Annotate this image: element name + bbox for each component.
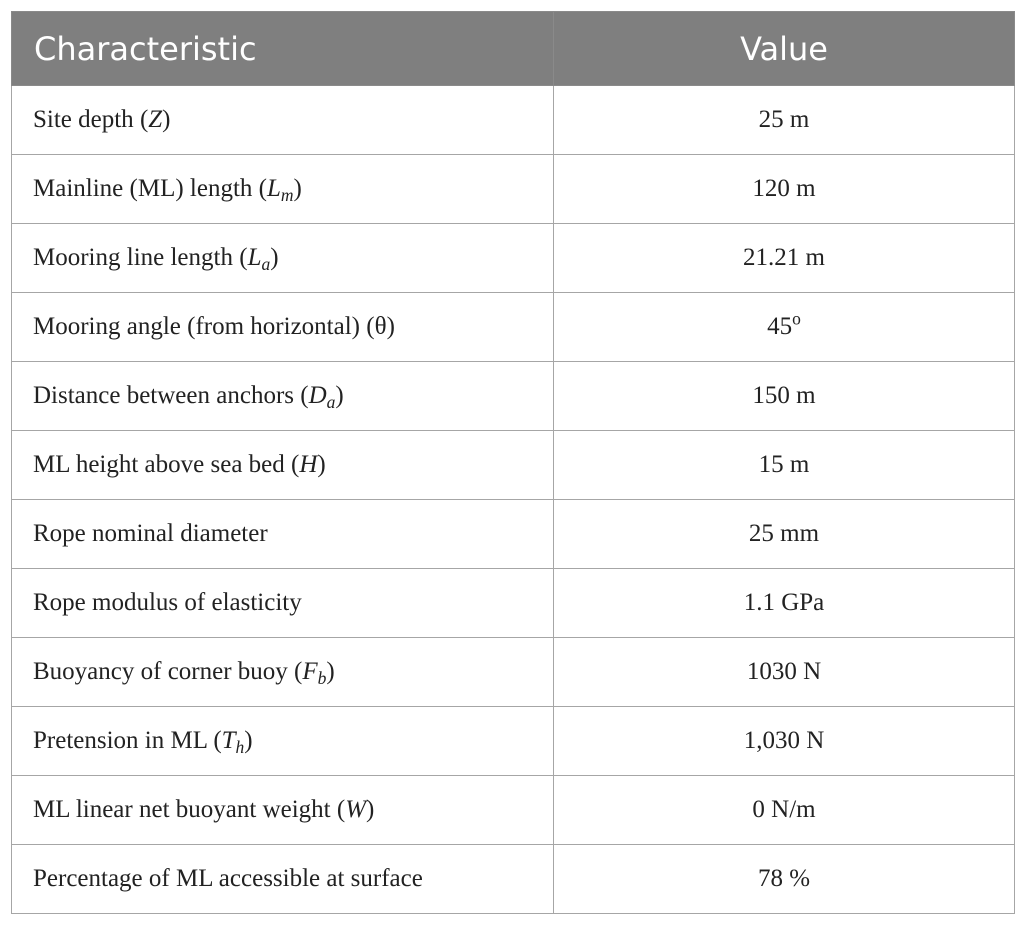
symbol-letter: W (345, 796, 367, 823)
characteristics-table: Characteristic Value Site depth (Z) 25 m M… (11, 11, 1015, 914)
characteristic-symbol: (θ) (360, 313, 395, 340)
header-characteristic: Characteristic (11, 11, 554, 86)
table-row: ML linear net buoyant weight (W) 0 N/m (11, 775, 1015, 845)
value-text: 150 m (752, 382, 816, 409)
symbol-letter: F (302, 658, 318, 685)
characteristic-symbol: (Z) (133, 106, 171, 133)
characteristic-cell: Mainline (ML) length (Lm) (11, 154, 554, 224)
characteristic-label: Pretension in ML (33, 727, 208, 754)
characteristic-label: Rope modulus of elasticity (33, 589, 302, 616)
value-cell: 1.1 GPa (553, 568, 1015, 638)
value-text: 25 m (758, 106, 810, 133)
characteristic-label: Mooring angle (from horizontal) (33, 313, 360, 340)
characteristic-symbol: (Th) (207, 727, 253, 757)
value-cell: 15 m (553, 430, 1015, 500)
symbol-letter: T (221, 727, 236, 754)
table-row: Percentage of ML accessible at surface 78… (11, 844, 1015, 914)
table-row: ML height above sea bed (H) 15 m (11, 430, 1015, 500)
characteristic-symbol: (Fb) (287, 658, 335, 688)
table-row: Buoyancy of corner buoy (Fb) 1030 N (11, 637, 1015, 707)
characteristic-label: Buoyancy of corner buoy (33, 658, 288, 685)
characteristic-cell: Mooring angle (from horizontal) (θ) (11, 292, 554, 362)
value-cell: 0 N/m (553, 775, 1015, 845)
symbol-letter: L (266, 175, 281, 202)
header-value: Value (553, 11, 1015, 86)
symbol-subscript: a (261, 253, 271, 274)
symbol-letter: D (308, 382, 327, 409)
table-row: Distance between anchors (Da) 150 m (11, 361, 1015, 431)
characteristic-cell: Percentage of ML accessible at surface (11, 844, 554, 914)
characteristic-label: Percentage of ML accessible at surface (33, 865, 423, 892)
value-cell: 25 mm (553, 499, 1015, 569)
table-row: Site depth (Z) 25 m (11, 85, 1015, 155)
value-cell: 1030 N (553, 637, 1015, 707)
value-text: 120 m (752, 175, 816, 202)
value-cell: 1,030 N (553, 706, 1015, 776)
value-text: 45 (767, 313, 793, 340)
table-row: Mooring line length (La) 21.21 m (11, 223, 1015, 293)
symbol-letter: H (299, 451, 318, 478)
symbol-letter: θ (374, 313, 387, 340)
value-text: 25 mm (748, 520, 820, 547)
value-cell: 150 m (553, 361, 1015, 431)
value-text: 0 N/m (752, 796, 816, 823)
symbol-subscript: b (317, 667, 327, 688)
value-text: 1030 N (746, 658, 822, 685)
characteristic-label: ML linear net buoyant weight (33, 796, 331, 823)
table-body: Site depth (Z) 25 m Mainline (ML) length (… (11, 85, 1015, 914)
value-text: 1.1 GPa (743, 589, 825, 616)
symbol-letter: L (247, 244, 262, 271)
table-header-row: Characteristic Value (11, 11, 1015, 86)
characteristic-label: Mainline (ML) length (33, 175, 253, 202)
value-cell: 45o (553, 292, 1015, 362)
characteristic-cell: ML height above sea bed (H) (11, 430, 554, 500)
characteristic-cell: Rope modulus of elasticity (11, 568, 554, 638)
value-cell: 78 % (553, 844, 1015, 914)
characteristic-cell: Buoyancy of corner buoy (Fb) (11, 637, 554, 707)
characteristic-symbol: (H) (284, 451, 326, 478)
value-cell: 120 m (553, 154, 1015, 224)
characteristics-table-container: Characteristic Value Site depth (Z) 25 m M… (11, 11, 1015, 914)
characteristic-cell: Site depth (Z) (11, 85, 554, 155)
symbol-letter: Z (148, 106, 163, 133)
characteristic-symbol: (W) (330, 796, 375, 823)
degree-superscript: o (792, 308, 801, 329)
symbol-subscript: m (280, 184, 294, 205)
value-cell: 25 m (553, 85, 1015, 155)
symbol-subscript: a (326, 391, 336, 412)
characteristic-symbol: (Lm) (252, 175, 302, 205)
characteristic-label: ML height above sea bed (33, 451, 285, 478)
characteristic-cell: Pretension in ML (Th) (11, 706, 554, 776)
characteristic-label: Rope nominal diameter (33, 520, 268, 547)
value-text: 15 m (758, 451, 810, 478)
table-row: Mooring angle (from horizontal) (θ) 45o (11, 292, 1015, 362)
value-cell: 21.21 m (553, 223, 1015, 293)
characteristic-label: Mooring line length (33, 244, 233, 271)
characteristic-symbol: (Da) (294, 382, 344, 412)
table-row: Pretension in ML (Th) 1,030 N (11, 706, 1015, 776)
table-row: Rope modulus of elasticity 1.1 GPa (11, 568, 1015, 638)
value-text: 21.21 m (743, 244, 825, 271)
value-text: 1,030 N (743, 727, 825, 754)
characteristic-cell: Distance between anchors (Da) (11, 361, 554, 431)
characteristic-label: Distance between anchors (33, 382, 294, 409)
table-row: Mainline (ML) length (Lm) 120 m (11, 154, 1015, 224)
characteristic-label: Site depth (33, 106, 134, 133)
symbol-subscript: h (235, 736, 245, 757)
table-row: Rope nominal diameter 25 mm (11, 499, 1015, 569)
characteristic-cell: Rope nominal diameter (11, 499, 554, 569)
characteristic-cell: Mooring line length (La) (11, 223, 554, 293)
value-text: 78 % (757, 865, 811, 892)
characteristic-symbol: (La) (232, 244, 279, 274)
characteristic-cell: ML linear net buoyant weight (W) (11, 775, 554, 845)
